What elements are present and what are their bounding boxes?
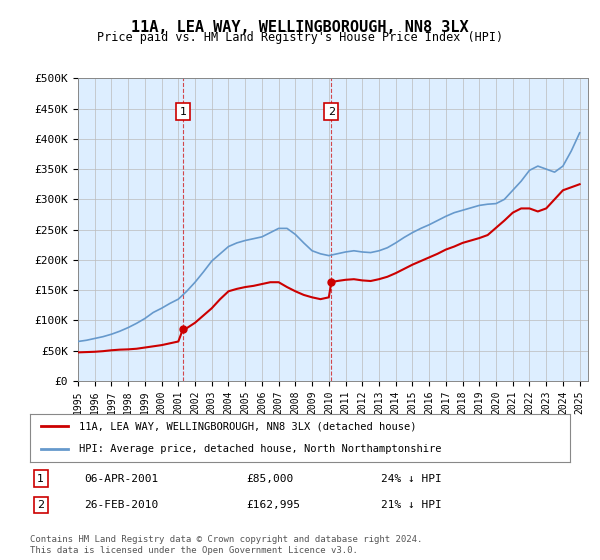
Text: Contains HM Land Registry data © Crown copyright and database right 2024.: Contains HM Land Registry data © Crown c… [30,535,422,544]
Text: 24% ↓ HPI: 24% ↓ HPI [381,474,442,484]
Text: £85,000: £85,000 [246,474,293,484]
Text: 1: 1 [37,474,44,484]
Text: £162,995: £162,995 [246,500,300,510]
Text: HPI: Average price, detached house, North Northamptonshire: HPI: Average price, detached house, Nort… [79,444,441,454]
Text: 2: 2 [37,500,44,510]
Text: 06-APR-2001: 06-APR-2001 [84,474,158,484]
Text: 21% ↓ HPI: 21% ↓ HPI [381,500,442,510]
Text: This data is licensed under the Open Government Licence v3.0.: This data is licensed under the Open Gov… [30,546,358,555]
Text: 2: 2 [328,106,335,116]
Text: 11A, LEA WAY, WELLINGBOROUGH, NN8 3LX: 11A, LEA WAY, WELLINGBOROUGH, NN8 3LX [131,20,469,35]
Text: 11A, LEA WAY, WELLINGBOROUGH, NN8 3LX (detached house): 11A, LEA WAY, WELLINGBOROUGH, NN8 3LX (d… [79,421,416,431]
Text: 26-FEB-2010: 26-FEB-2010 [84,500,158,510]
Text: 1: 1 [179,106,187,116]
Text: Price paid vs. HM Land Registry's House Price Index (HPI): Price paid vs. HM Land Registry's House … [97,31,503,44]
